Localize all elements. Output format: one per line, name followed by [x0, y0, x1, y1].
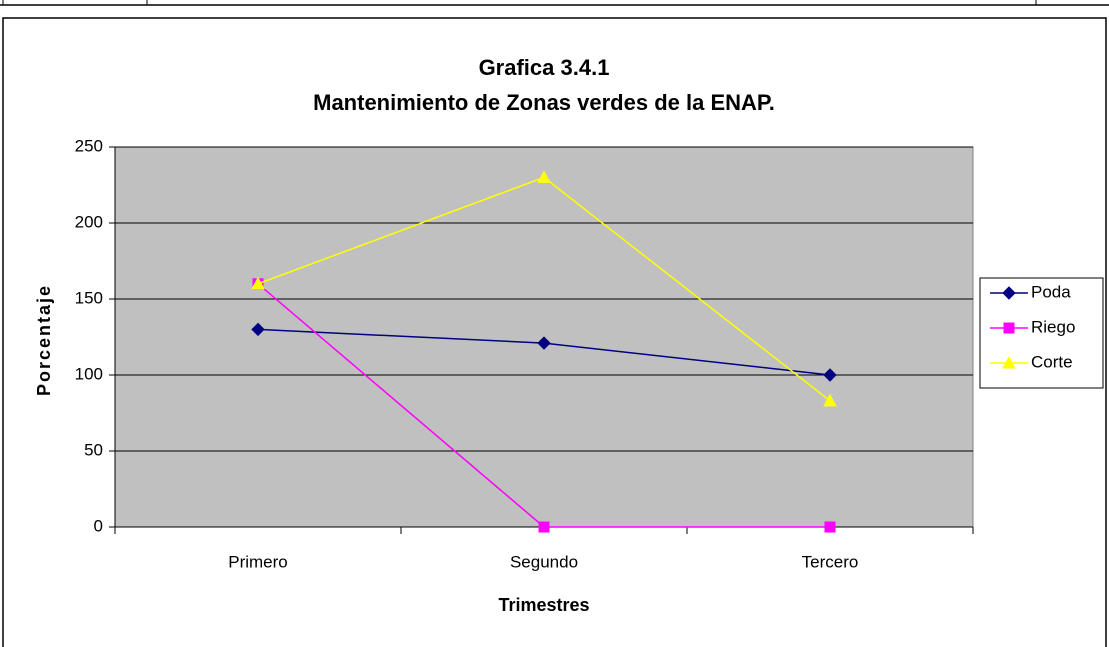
- marker: [824, 521, 836, 533]
- marker: [1002, 286, 1016, 300]
- chart-title: Grafica 3.4.1: [479, 55, 610, 80]
- y-axis-title: Porcentaje: [34, 284, 54, 396]
- marker: [537, 336, 551, 350]
- y-tick-label: 100: [75, 364, 103, 383]
- y-tick-label: 150: [75, 288, 103, 307]
- legend-label: Corte: [1031, 352, 1073, 371]
- marker: [251, 322, 265, 337]
- y-tick-label: 0: [94, 516, 103, 535]
- y-tick-label: 50: [84, 440, 103, 459]
- marker: [538, 521, 550, 533]
- legend-label: Riego: [1031, 317, 1075, 336]
- x-tick-label: Tercero: [802, 552, 859, 571]
- legend-label: Poda: [1031, 282, 1071, 301]
- x-axis-title: Trimestres: [498, 595, 589, 615]
- marker: [1002, 355, 1016, 369]
- marker: [1003, 322, 1015, 334]
- chart-subtitle: Mantenimiento de Zonas verdes de la ENAP…: [313, 90, 775, 115]
- legend: [979, 277, 1104, 389]
- y-tick-label: 200: [75, 212, 103, 231]
- marker: [251, 276, 265, 290]
- x-tick-label: Segundo: [510, 552, 578, 571]
- marker: [823, 393, 837, 407]
- marker: [537, 170, 551, 183]
- marker: [823, 368, 837, 382]
- y-tick-label: 250: [75, 136, 103, 155]
- x-tick-label: Primero: [228, 552, 288, 571]
